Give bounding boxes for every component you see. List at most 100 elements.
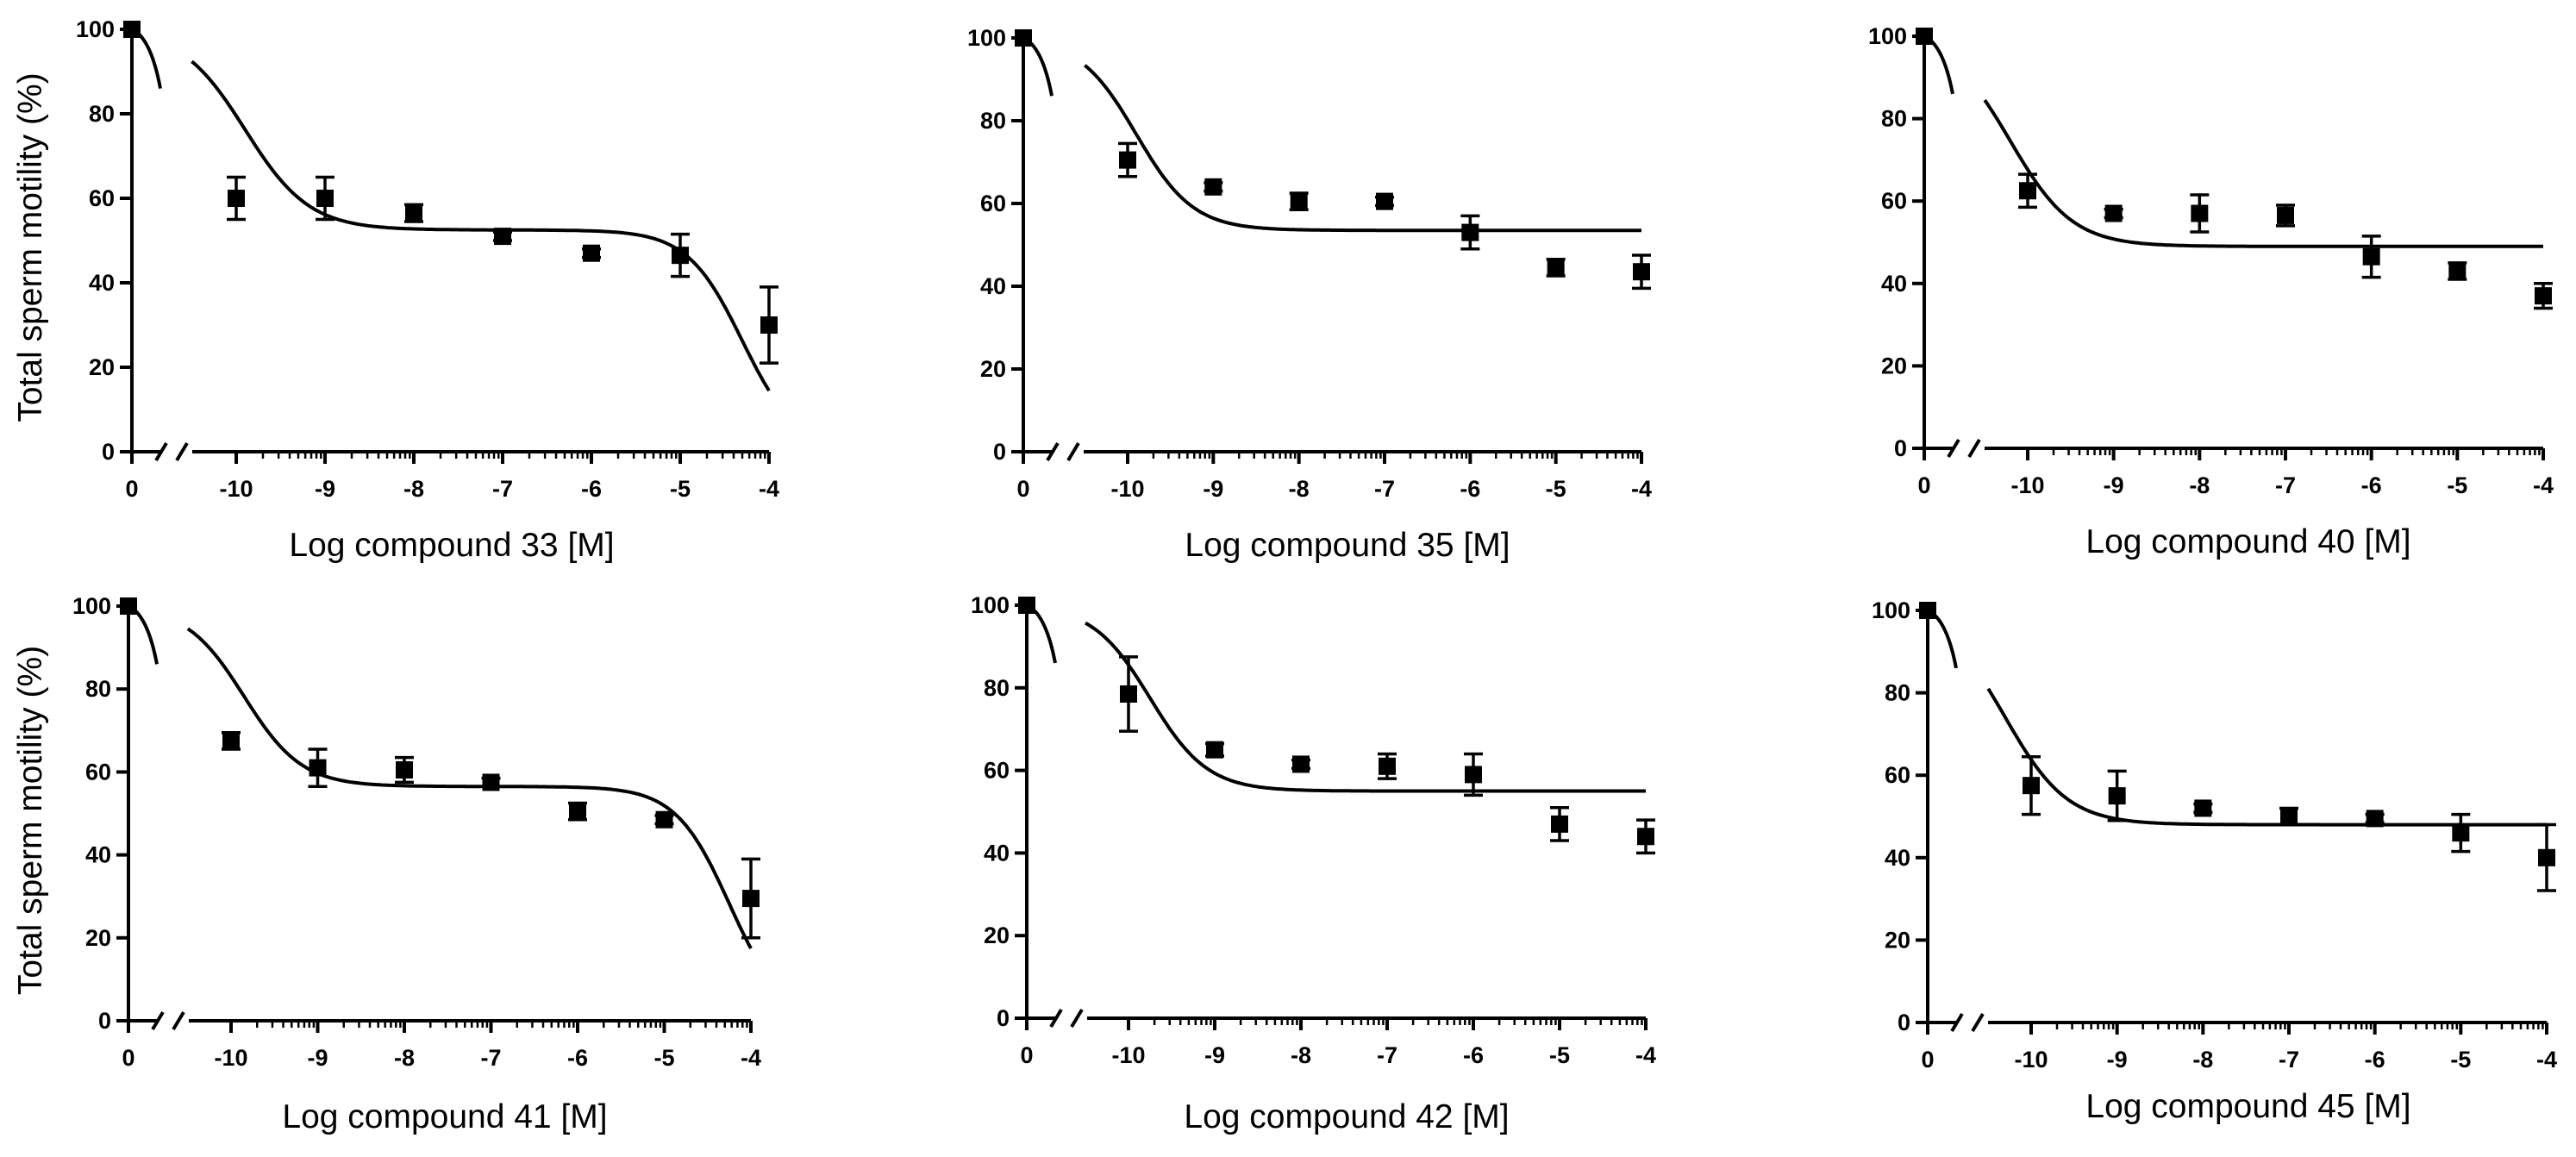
axis-break-mark (172, 1010, 185, 1031)
axis-break-mark (154, 441, 168, 462)
data-point (1465, 766, 1482, 784)
x-tick-label: -8 (394, 1045, 415, 1071)
y-tick-label: 100 (971, 592, 1010, 618)
y-tick-label: 100 (1872, 597, 1910, 623)
y-tick-label: 60 (984, 758, 1010, 784)
data-point (1379, 757, 1396, 775)
x-tick-label: -5 (2450, 1047, 2471, 1073)
data-point (1547, 259, 1565, 277)
fit-curve (1983, 98, 2543, 248)
data-point (1551, 815, 1568, 833)
fit-curve-zero-segment (131, 28, 162, 89)
x-tick-label: -7 (1374, 476, 1395, 502)
x-tick-label: -9 (307, 1045, 328, 1071)
y-tick-label: 80 (1881, 106, 1907, 132)
x-tick-label: -10 (1111, 1042, 1145, 1068)
data-point (1633, 263, 1650, 281)
y-axis-title: Total sperm motility (%) (12, 72, 49, 422)
y-tick-label: 0 (997, 1005, 1010, 1031)
y-tick-label: 80 (89, 101, 115, 127)
y-tick-label: 20 (1881, 353, 1907, 378)
y-tick-label: 80 (1885, 680, 1910, 706)
y-tick-label: 0 (1898, 1010, 1910, 1035)
fit-curve (1986, 687, 2547, 827)
data-point (2108, 787, 2126, 805)
data-point (2194, 799, 2212, 817)
x-axis-title: Log compound 41 [M] (282, 1098, 607, 1135)
x-tick-label: -4 (2533, 472, 2554, 498)
y-tick-label: 0 (993, 439, 1006, 465)
x-tick-label: -7 (480, 1045, 501, 1071)
x-tick-label: -4 (741, 1045, 761, 1071)
x-tick-label: -8 (2192, 1047, 2213, 1073)
x-tick-label: -6 (1460, 476, 1480, 502)
fit-curve (1085, 621, 1646, 793)
data-point (222, 732, 240, 750)
fit-curve (191, 59, 771, 392)
y-tick-label: 60 (89, 185, 115, 211)
data-point (123, 21, 141, 38)
y-tick-label: 0 (1894, 435, 1907, 461)
chart-panel: 0 20 40 60 80 100 0 -10 -9 -8 -7 -6 -5 -4 Log compound… (1872, 597, 2557, 1125)
x-tick-label: -5 (1549, 1042, 1570, 1068)
y-tick-label: 0 (102, 439, 115, 465)
y-tick-label: 60 (85, 759, 111, 785)
x-tick-label: -5 (670, 476, 691, 502)
x-tick-label: -5 (1546, 476, 1566, 502)
data-point (482, 773, 500, 791)
x-tick-label: -10 (214, 1045, 247, 1071)
data-point (1018, 597, 1035, 614)
fit-curve (1084, 64, 1641, 233)
y-tick-label: 40 (1885, 845, 1910, 871)
x-tick-label: 0 (122, 1045, 134, 1071)
y-tick-label: 0 (98, 1008, 111, 1034)
x-tick-label: -4 (1631, 476, 1652, 502)
y-tick-label: 100 (76, 16, 115, 42)
x-axis-title: Log compound 45 [M] (2085, 1088, 2410, 1125)
data-point (1119, 151, 1136, 169)
y-tick-label: 100 (967, 25, 1006, 51)
data-point (2191, 204, 2209, 222)
axis-break-mark (1070, 1008, 1084, 1029)
axis-break-mark (151, 1010, 165, 1031)
x-tick-label: -8 (403, 476, 424, 502)
data-point (2019, 182, 2036, 200)
y-tick-label: 40 (89, 270, 115, 296)
chart-panel: 0 20 40 60 80 100 0 -10 -9 -8 -7 -6 -5 -4 Log compound… (12, 593, 761, 1135)
data-point (760, 316, 778, 334)
x-tick-label: -10 (2014, 1047, 2048, 1073)
y-tick-label: 20 (980, 356, 1006, 382)
data-point (316, 190, 334, 207)
y-tick-label: 60 (1881, 188, 1907, 214)
x-tick-label: -6 (1463, 1042, 1484, 1068)
data-point (1015, 29, 1032, 47)
data-point (1206, 741, 1223, 759)
data-point (2023, 777, 2040, 795)
y-tick-label: 100 (72, 593, 111, 619)
y-tick-label: 20 (1885, 927, 1910, 953)
data-point (583, 244, 600, 262)
chart-panel: 0 20 40 60 80 100 0 -10 -9 -8 -7 -6 -5 -4 Log compound… (1868, 23, 2554, 560)
data-point (1916, 28, 1933, 45)
x-tick-label: -10 (2010, 472, 2044, 498)
y-tick-label: 100 (1868, 23, 1907, 49)
fit-curve (186, 627, 753, 950)
y-tick-label: 20 (89, 354, 115, 380)
fit-curve-zero-segment (128, 604, 159, 665)
x-tick-label: 0 (1016, 476, 1029, 502)
y-tick-label: 60 (980, 191, 1006, 216)
x-tick-label: -8 (2189, 472, 2210, 498)
y-tick-label: 20 (85, 925, 111, 951)
data-point (2538, 848, 2555, 866)
data-point (1290, 192, 1308, 210)
y-tick-label: 80 (984, 675, 1010, 701)
y-tick-label: 80 (85, 676, 111, 702)
fit-curve-zero-segment (1927, 609, 1958, 669)
panels: 0 20 40 60 80 100 0 -10 -9 -8 -7 -6 -5 -4 Log compound… (12, 16, 2557, 1135)
data-point (2280, 808, 2298, 825)
axis-break-mark (1049, 1008, 1063, 1029)
x-tick-label: -8 (1291, 1042, 1311, 1068)
y-tick-label: 80 (980, 108, 1006, 134)
x-tick-label: -4 (759, 476, 779, 502)
x-axis-title: Log compound 42 [M] (1184, 1098, 1509, 1135)
